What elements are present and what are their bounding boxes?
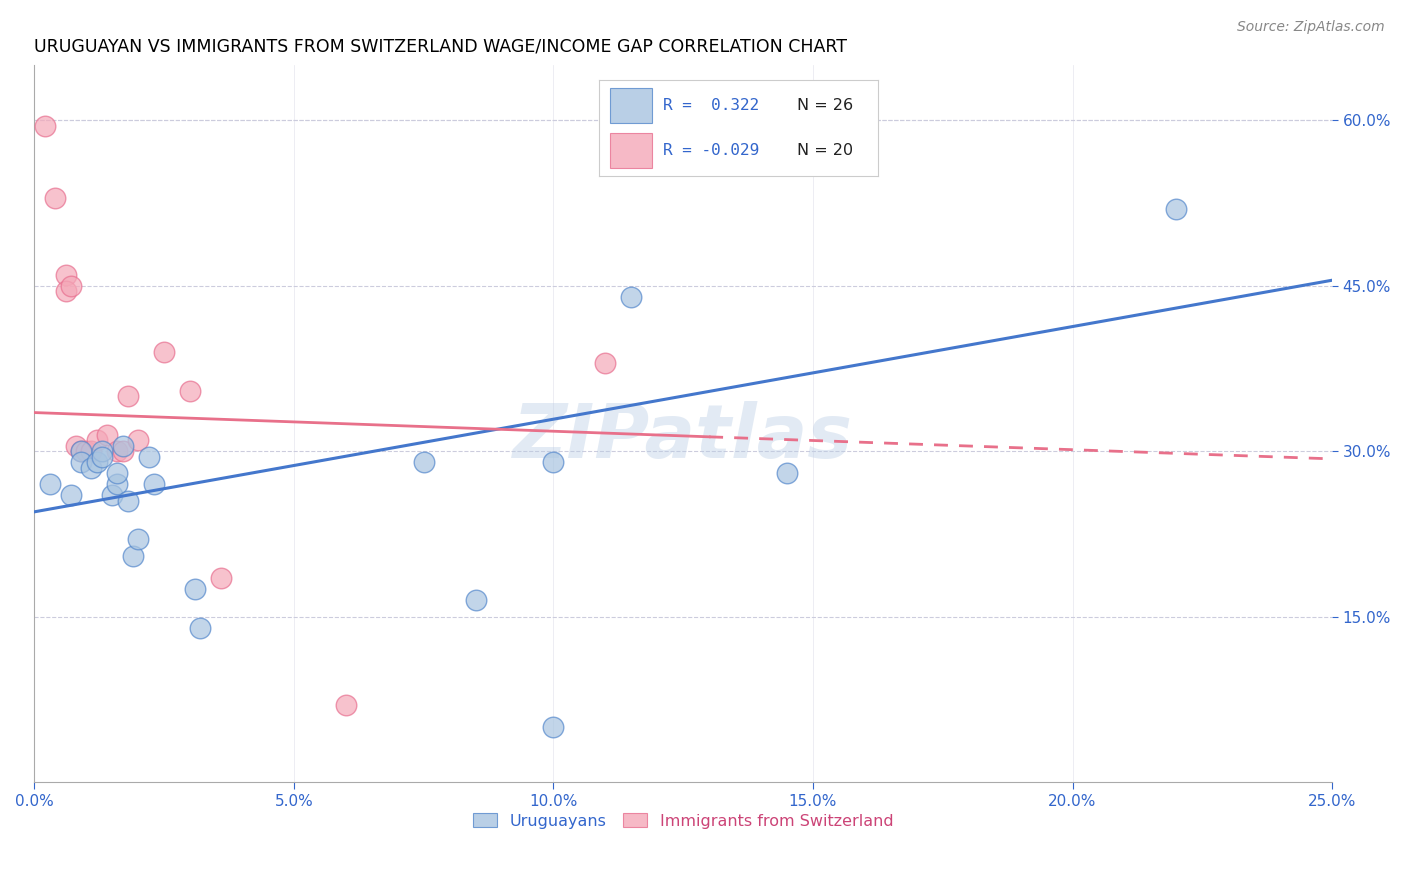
Point: [70, 444, 93, 458]
Point: [595, 356, 617, 370]
Point: [1166, 202, 1188, 216]
Point: [55, 268, 77, 282]
Point: [464, 593, 486, 607]
Point: [122, 549, 145, 563]
Point: [117, 389, 139, 403]
Point: [209, 571, 232, 585]
Point: [44, 190, 66, 204]
Point: [335, 698, 357, 712]
Point: [59, 278, 82, 293]
Point: [39, 477, 62, 491]
Point: [127, 533, 149, 547]
Point: [96, 427, 118, 442]
Point: [65, 439, 87, 453]
Point: [179, 384, 201, 398]
Point: [776, 467, 799, 481]
Point: [34, 119, 56, 133]
Point: [190, 621, 212, 635]
Point: [117, 493, 139, 508]
Point: [70, 455, 93, 469]
Point: [107, 477, 129, 491]
Point: [111, 444, 134, 458]
Point: [543, 455, 565, 469]
Point: [127, 433, 149, 447]
Point: [138, 450, 160, 464]
Point: [90, 444, 112, 458]
Point: [59, 488, 82, 502]
Point: [111, 439, 134, 453]
Point: [86, 433, 108, 447]
Point: [55, 285, 77, 299]
Point: [107, 467, 129, 481]
Point: [153, 345, 176, 359]
Point: [75, 444, 97, 458]
Point: [90, 450, 112, 464]
Point: [543, 720, 565, 734]
Legend: Uruguayans, Immigrants from Switzerland: Uruguayans, Immigrants from Switzerland: [467, 806, 900, 835]
Point: [412, 455, 434, 469]
Text: ZIPatlas: ZIPatlas: [513, 401, 853, 475]
Point: [101, 488, 124, 502]
Text: URUGUAYAN VS IMMIGRANTS FROM SWITZERLAND WAGE/INCOME GAP CORRELATION CHART: URUGUAYAN VS IMMIGRANTS FROM SWITZERLAND…: [34, 37, 848, 55]
Point: [620, 290, 643, 304]
Point: [70, 444, 93, 458]
Point: [184, 582, 207, 596]
Point: [107, 444, 129, 458]
Point: [80, 444, 103, 458]
Point: [86, 455, 108, 469]
Text: Source: ZipAtlas.com: Source: ZipAtlas.com: [1237, 20, 1385, 34]
Point: [80, 460, 103, 475]
Point: [142, 477, 165, 491]
